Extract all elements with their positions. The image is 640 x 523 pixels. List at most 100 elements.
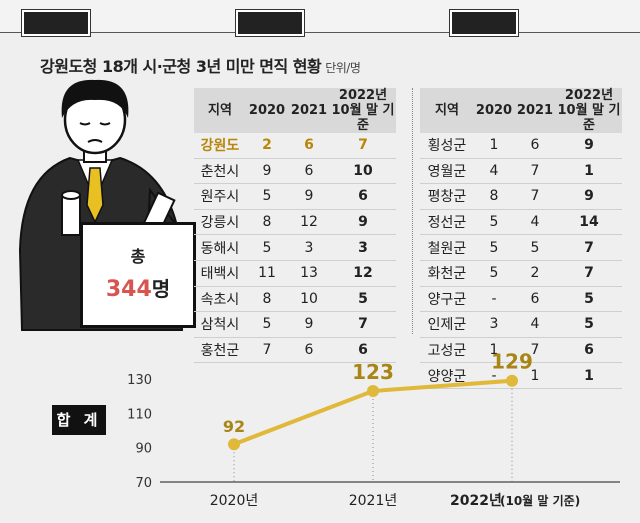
- decor-block: [236, 10, 304, 36]
- value-2022: 7: [330, 133, 396, 159]
- x-tick-label: 2020년: [210, 493, 259, 509]
- decor-block: [450, 10, 518, 36]
- table-row: 평창군 8 7 9: [420, 183, 622, 210]
- value-2020: 1: [474, 337, 514, 364]
- value-2020: 8: [474, 183, 514, 210]
- data-label: 123: [352, 360, 394, 384]
- value-2020: 5: [246, 183, 288, 210]
- value-2022: 14: [556, 209, 622, 236]
- value-2021: 2: [514, 260, 556, 287]
- col-header-2021: 2021: [288, 88, 330, 133]
- table-divider: [412, 88, 413, 334]
- region-cell: 강릉시: [194, 209, 246, 236]
- value-2020: 9: [246, 158, 288, 185]
- value-2022: 9: [330, 209, 396, 236]
- data-label: 129: [491, 350, 533, 374]
- value-2020: 5: [246, 234, 288, 261]
- decor-block: [22, 10, 90, 36]
- value-2022: 10: [330, 158, 396, 185]
- value-2020: 5: [474, 234, 514, 261]
- table-row: 속초시 8 10 5: [194, 286, 396, 313]
- region-cell: 철원군: [420, 234, 474, 261]
- table-row: 인제군 3 4 5: [420, 311, 622, 338]
- table-row: 횡성군 1 6 9: [420, 133, 622, 159]
- total-value: 344명: [83, 273, 193, 302]
- value-2021: 1: [514, 362, 556, 389]
- x-tick-label: 2021년: [349, 493, 398, 509]
- value-2021: 12: [288, 209, 330, 236]
- table-row: 삼척시 5 9 7: [194, 311, 396, 338]
- value-2020: 5: [246, 311, 288, 338]
- table-left: 지역 2020 2021 2022년 10월 말 기준 강원도 2 6 7 춘천시 9 6 1…: [194, 88, 396, 364]
- value-2020: 5: [474, 260, 514, 287]
- value-2021: 9: [288, 311, 330, 338]
- value-2022: 6: [556, 337, 622, 364]
- value-2021: 3: [288, 234, 330, 261]
- table-row: 동해시 5 3 3: [194, 234, 396, 261]
- value-2020: 1: [474, 133, 514, 159]
- value-2022: 6: [330, 183, 396, 210]
- table-row: 원주시 5 9 6: [194, 183, 396, 210]
- table-row: 태백시 11 13 12: [194, 260, 396, 287]
- value-2021: 5: [514, 234, 556, 261]
- region-cell: 평창군: [420, 183, 474, 210]
- page-title: 강원도청 18개 시·군청 3년 미만 면직 현황 단위/명: [40, 53, 361, 77]
- col-header-region: 지역: [420, 88, 474, 133]
- region-cell: 인제군: [420, 311, 474, 338]
- value-2021: 7: [514, 183, 556, 210]
- col-header-2020: 2020: [246, 88, 288, 133]
- value-2020: 8: [246, 286, 288, 313]
- value-2022: 9: [556, 133, 622, 159]
- data-point: [367, 385, 379, 398]
- value-2021: 6: [514, 133, 556, 159]
- region-cell: 원주시: [194, 183, 246, 210]
- data-point: [228, 438, 240, 451]
- y-tick-label: 90: [135, 442, 152, 457]
- table-row: 강릉시 8 12 9: [194, 209, 396, 236]
- region-cell: 양구군: [420, 286, 474, 313]
- value-2021: 6: [288, 337, 330, 364]
- y-tick-label: 110: [127, 407, 152, 422]
- value-2020: 11: [246, 260, 288, 287]
- value-2021: 6: [288, 133, 330, 159]
- col-header-region: 지역: [194, 88, 246, 133]
- data-label: 92: [223, 417, 245, 436]
- region-cell: 춘천시: [194, 158, 246, 185]
- x-tick-label: 2022년: [450, 493, 502, 509]
- total-suffix: 명: [151, 277, 171, 301]
- table-right: 지역 2020 2021 2022년 10월 말 기준 횡성군 1 6 9 영월군 4 7 1…: [420, 88, 622, 389]
- value-2020: 2: [246, 133, 288, 159]
- top-decoration: [0, 0, 640, 36]
- value-2021: 10: [288, 286, 330, 313]
- value-2020: 5: [474, 209, 514, 236]
- value-2022: 5: [330, 286, 396, 313]
- region-cell: 화천군: [420, 260, 474, 287]
- region-cell: 삼척시: [194, 311, 246, 338]
- value-2020: 4: [474, 158, 514, 185]
- value-2020: 3: [474, 311, 514, 338]
- sum-label: 합 계: [52, 405, 106, 435]
- value-2021: 6: [514, 286, 556, 313]
- value-2020: 7: [246, 337, 288, 364]
- table-row: 철원군 5 5 7: [420, 234, 622, 261]
- table-row: 양구군 -6 5: [420, 286, 622, 313]
- table-row: 양양군 -1 1: [420, 362, 622, 389]
- table-row: 고성군 1 7 6: [420, 337, 622, 364]
- y-tick-label: 130: [127, 373, 152, 388]
- value-2022: 1: [556, 158, 622, 185]
- col-header-2022: 2022년 10월 말 기준: [330, 88, 396, 133]
- total-number: 344: [105, 277, 152, 302]
- col-header-2022: 2022년 10월 말 기준: [556, 88, 622, 133]
- region-cell: 속초시: [194, 286, 246, 313]
- data-point: [506, 374, 518, 387]
- region-cell: 강원도: [194, 133, 246, 159]
- value-2022: 6: [330, 337, 396, 364]
- region-cell: 고성군: [420, 337, 474, 364]
- value-2022: 12: [330, 260, 396, 287]
- col-header-2021: 2021: [514, 88, 556, 133]
- table-row: 강원도 2 6 7: [194, 133, 396, 159]
- region-cell: 횡성군: [420, 133, 474, 159]
- value-2021: 9: [288, 183, 330, 210]
